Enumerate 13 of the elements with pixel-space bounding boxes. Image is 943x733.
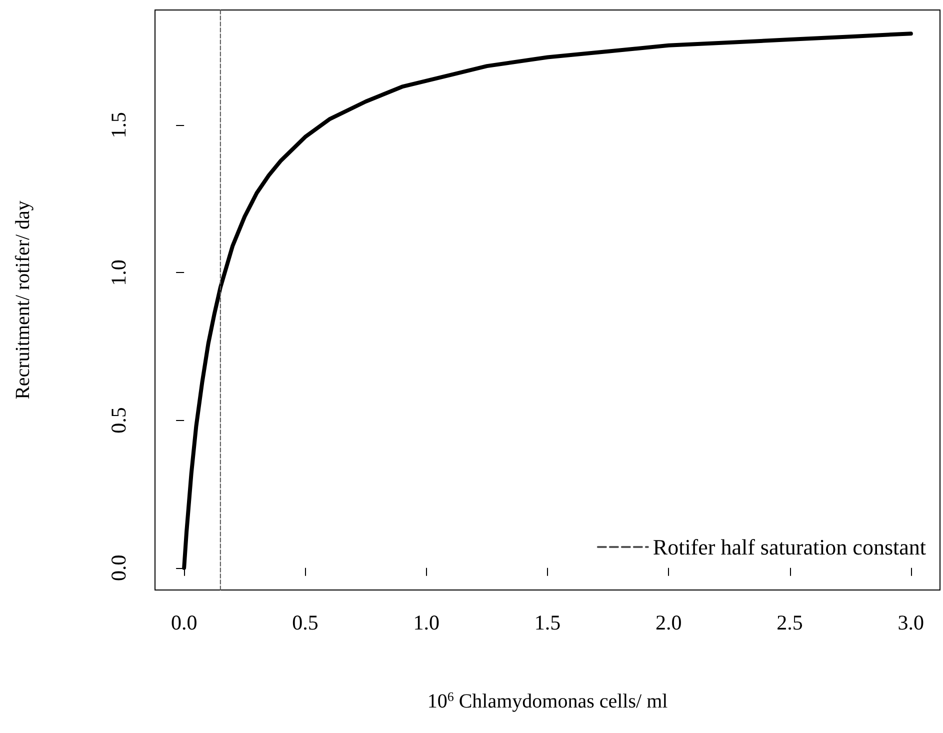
y-tick-label: 1.0 <box>106 260 130 286</box>
legend-label: Rotifer half saturation constant <box>652 534 926 560</box>
x-tick-label: 1.5 <box>534 610 561 634</box>
x-tick-label: 3.0 <box>898 610 924 634</box>
y-tick-label: 0.5 <box>106 407 130 434</box>
x-tick-label: 1.0 <box>413 610 440 634</box>
y-tick-label: 1.5 <box>106 112 130 138</box>
x-tick-label: 2.0 <box>656 610 682 634</box>
x-tick-label: 2.5 <box>776 610 803 634</box>
x-tick-label: 0.0 <box>170 610 198 634</box>
x-tick-label: 0.5 <box>292 610 318 634</box>
y-tick-label: 0.0 <box>106 554 130 581</box>
y-axis-title: Recruitment/ rotifer/ day <box>12 200 34 400</box>
